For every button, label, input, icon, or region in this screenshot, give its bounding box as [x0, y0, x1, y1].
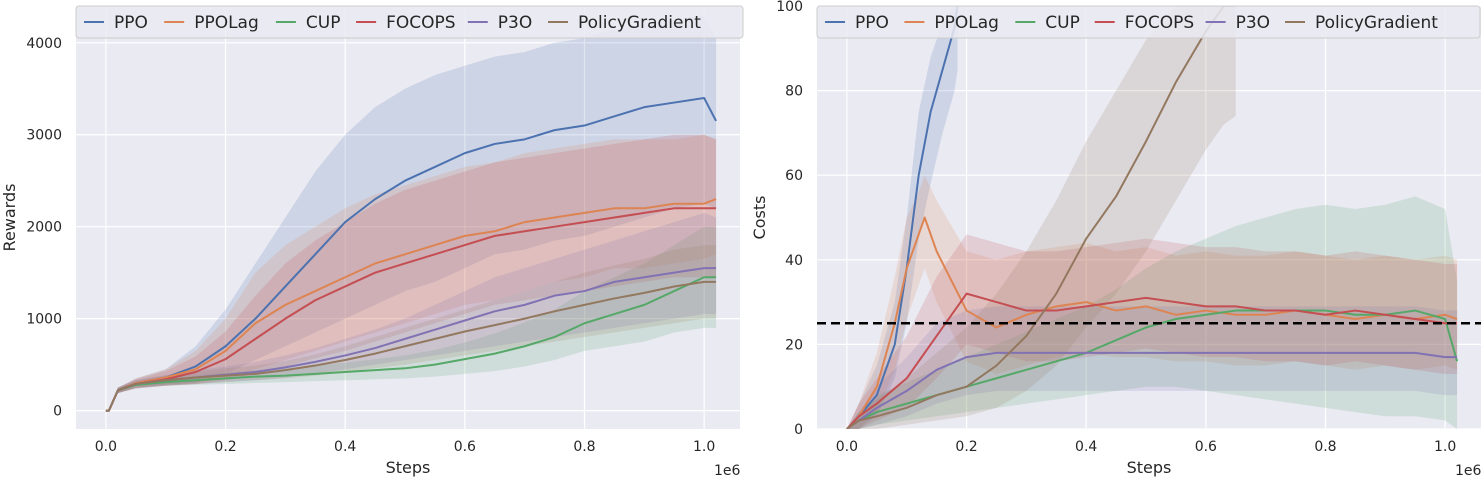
legend: PPO PPOLag CUP FOCOPS P3O PolicyGradient — [75, 5, 744, 39]
y-tick-label: 60 — [785, 168, 803, 184]
y-tick-label: 2000 — [26, 220, 62, 236]
legend-item-policygradient: PolicyGradient — [548, 13, 701, 33]
x-tick-label: 0.6 — [1195, 439, 1217, 455]
legend-label: PPO — [114, 13, 148, 33]
legend-label: PPO — [855, 13, 889, 33]
legend-label: PolicyGradient — [578, 13, 701, 33]
x-offset-label: 1e6 — [1455, 463, 1482, 479]
plot-area — [817, 6, 1481, 429]
y-tick-label: 1000 — [26, 312, 62, 328]
confidence-bands — [105, 15, 717, 411]
legend-item-ppo: PPO — [84, 13, 148, 33]
legend: PPO PPOLag CUP FOCOPS P3O PolicyGradient — [816, 5, 1481, 39]
x-tick-label: 0.8 — [573, 439, 595, 455]
series-lines — [105, 96, 717, 412]
legend-box — [816, 5, 1481, 39]
band-focops — [105, 134, 717, 411]
legend-item-ppolag: PPOLag — [164, 13, 259, 33]
legend-item-p3o: P3O — [1205, 13, 1270, 33]
x-tick-label: 1.0 — [693, 439, 715, 455]
y-tick-label: 100 — [776, 0, 803, 15]
legend-item-policygradient: PolicyGradient — [1285, 13, 1438, 33]
legend-label: CUP — [1045, 13, 1080, 33]
legend-label: P3O — [498, 13, 532, 33]
series-line-ppo — [846, 6, 959, 429]
band-cup — [105, 226, 717, 411]
legend-item-ppolag: PPOLag — [904, 13, 999, 33]
x-tick-label: 0.4 — [334, 439, 356, 455]
y-axis-label: Rewards — [0, 184, 19, 252]
series-line-ppolag — [846, 216, 1458, 429]
costs-chart: 0.0 0.2 0.4 0.6 0.8 1.0 0 20 40 60 80 100 Steps Costs… — [750, 0, 1482, 479]
legend-box — [75, 5, 744, 39]
series-line-cup — [105, 276, 717, 412]
series-line-policygradient — [846, 6, 1236, 429]
legend-label: FOCOPS — [1125, 13, 1194, 33]
band-p3o — [105, 212, 717, 411]
legend-item-ppo: PPO — [825, 13, 889, 33]
y-tick-label: 0 — [794, 422, 803, 438]
y-tick-label: 40 — [785, 253, 803, 269]
legend-label: CUP — [306, 13, 341, 33]
legend-item-p3o: P3O — [467, 13, 532, 33]
confidence-bands — [846, 6, 1458, 429]
band-ppolag — [105, 134, 717, 411]
band-focops — [846, 234, 1458, 429]
x-tick-label: 0.4 — [1075, 439, 1097, 455]
legend-item-focops: FOCOPS — [1094, 13, 1194, 33]
band-policygradient — [105, 245, 717, 411]
y-axis-label: Costs — [750, 196, 769, 240]
x-offset-label: 1e6 — [714, 463, 741, 479]
series-line-p3o — [846, 351, 1458, 429]
legend-label: P3O — [1236, 13, 1270, 33]
series-line-ppolag — [105, 198, 717, 412]
y-tick-label: 4000 — [26, 36, 62, 52]
x-axis-label: Steps — [1127, 458, 1172, 477]
band-p3o — [846, 306, 1458, 429]
x-tick-label: 0.2 — [955, 439, 977, 455]
y-tick-label: 0 — [53, 404, 62, 420]
x-tick-label: 0.0 — [836, 439, 858, 455]
y-tick-label: 20 — [785, 337, 803, 353]
legend-item-cup: CUP — [1015, 13, 1080, 33]
band-ppolag — [846, 175, 1458, 429]
band-ppo — [105, 15, 717, 411]
legend-label: PolicyGradient — [1315, 13, 1438, 33]
series-line-cup — [846, 309, 1459, 429]
x-tick-label: 0.0 — [95, 439, 117, 455]
legend-label: PPOLag — [194, 13, 259, 33]
legend-item-cup: CUP — [275, 13, 341, 33]
band-policygradient — [846, 6, 1236, 429]
legend-label: FOCOPS — [386, 13, 455, 33]
x-tick-label: 0.2 — [214, 439, 236, 455]
series-line-policygradient — [105, 280, 717, 412]
x-tick-label: 1.0 — [1434, 439, 1456, 455]
x-tick-label: 0.6 — [454, 439, 476, 455]
plot-area — [76, 6, 740, 429]
y-tick-label: 80 — [785, 84, 803, 100]
x-tick-label: 0.8 — [1314, 439, 1336, 455]
series-lines — [846, 6, 1459, 429]
x-axis-label: Steps — [386, 458, 431, 477]
legend-item-focops: FOCOPS — [356, 13, 456, 33]
y-tick-label: 3000 — [26, 128, 62, 144]
series-line-focops — [846, 292, 1458, 429]
grid — [76, 6, 740, 429]
band-cup — [846, 196, 1458, 429]
rewards-chart: 0.0 0.2 0.4 0.6 0.8 1.0 0 1000 2000 3000 4000 Steps… — [0, 5, 744, 479]
legend-label: PPOLag — [934, 13, 999, 33]
